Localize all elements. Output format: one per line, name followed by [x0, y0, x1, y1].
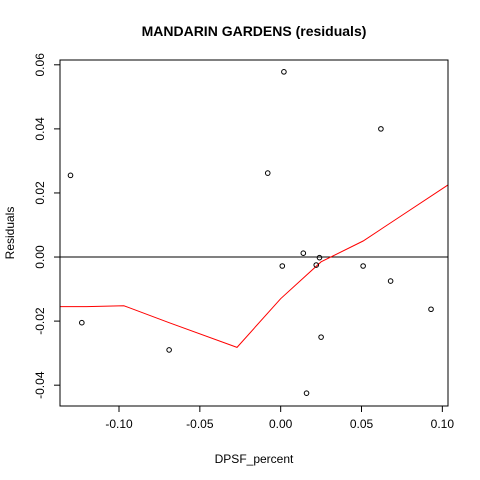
plot-area [60, 69, 449, 396]
residual-point [300, 250, 307, 256]
x-tick-label: -0.05 [186, 417, 214, 431]
smooth-line [60, 184, 449, 348]
y-tick-label: 0.06 [33, 53, 47, 77]
residual-point [281, 69, 287, 75]
residual-point [79, 319, 85, 326]
residual-point [316, 254, 323, 261]
chart-title: MANDARIN GARDENS (residuals) [142, 23, 367, 39]
residual-point [166, 347, 172, 353]
residual-point [303, 390, 310, 396]
x-tick-label: 0.00 [269, 417, 293, 431]
residual-point [428, 306, 434, 313]
y-tick-label: -0.04 [33, 371, 47, 399]
y-tick-label: -0.02 [33, 307, 47, 335]
residual-point [378, 126, 384, 132]
residual-point [279, 263, 286, 269]
y-tick-label: 0.02 [33, 181, 47, 205]
residual-point [67, 172, 74, 179]
x-tick-label: 0.10 [431, 417, 455, 431]
y-tick-label: 0.04 [33, 117, 47, 141]
plot-box [59, 59, 449, 407]
x-tick-label: 0.05 [350, 417, 374, 431]
residual-point [387, 278, 394, 284]
x-tick-label: -0.10 [105, 417, 133, 431]
x-axis-label: DPSF_percent [215, 452, 294, 466]
residual-point [318, 334, 324, 340]
y-tick-label: 0.00 [33, 245, 47, 269]
x-axis: -0.10 -0.05 0.00 0.05 0.10 [105, 406, 454, 431]
y-axis-label: Residuals [3, 207, 17, 260]
residual-point [360, 263, 366, 269]
residual-point [264, 170, 271, 176]
y-axis: -0.04 -0.02 0.00 0.02 0.04 0.06 [33, 53, 60, 399]
residual-point [313, 262, 320, 268]
